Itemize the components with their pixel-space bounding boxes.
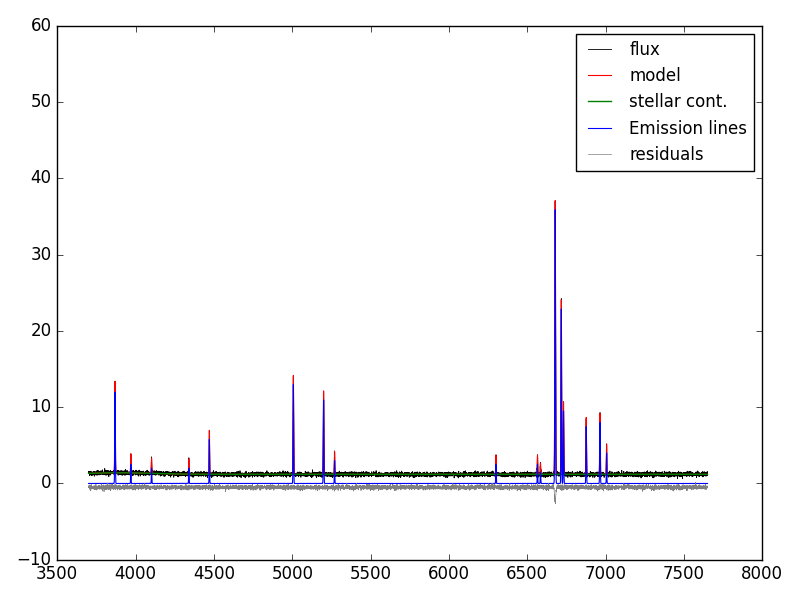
Emission lines [576, 480, 586, 487]
flux [450, 470, 459, 478]
Emission lines [308, 480, 318, 487]
stellar cont. [115, 469, 125, 476]
Emission lines [702, 480, 712, 487]
residuals [450, 481, 459, 488]
Line: flux: flux [89, 201, 707, 479]
residuals [702, 483, 712, 490]
model [84, 470, 94, 477]
stellar cont. [115, 469, 125, 476]
stellar cont. [477, 471, 486, 478]
Line: Emission lines: Emission lines [89, 210, 707, 484]
Line: stellar cont.: stellar cont. [89, 473, 707, 475]
model [115, 469, 125, 476]
Emission lines [450, 480, 459, 487]
model [394, 471, 403, 478]
residuals [690, 479, 700, 486]
model [542, 471, 552, 478]
model [550, 197, 560, 204]
residuals [84, 484, 94, 491]
model [702, 471, 712, 478]
Emission lines [115, 480, 125, 487]
stellar cont. [576, 471, 586, 478]
flux [542, 472, 552, 479]
residuals [477, 484, 486, 491]
residuals [576, 484, 586, 491]
residuals [308, 485, 318, 493]
model [450, 471, 460, 478]
flux [702, 469, 712, 476]
model [308, 471, 318, 478]
Emission lines [542, 480, 552, 487]
Legend: flux, model, stellar cont., Emission lines, residuals: flux, model, stellar cont., Emission lin… [576, 34, 754, 170]
residuals [115, 483, 125, 490]
model [477, 471, 486, 478]
stellar cont. [450, 471, 460, 478]
Emission lines [477, 480, 486, 487]
flux [673, 475, 682, 482]
flux [115, 469, 125, 476]
stellar cont. [394, 471, 403, 478]
flux [550, 197, 560, 205]
residuals [550, 500, 560, 508]
flux [84, 469, 94, 476]
flux [308, 473, 318, 481]
flux [477, 470, 486, 478]
Line: model: model [89, 200, 707, 475]
residuals [542, 484, 552, 491]
stellar cont. [542, 471, 552, 478]
Line: residuals: residuals [89, 482, 707, 504]
stellar cont. [84, 470, 94, 477]
Emission lines [84, 480, 94, 487]
stellar cont. [308, 471, 318, 478]
flux [576, 473, 586, 480]
Emission lines [550, 206, 560, 214]
model [576, 471, 586, 478]
stellar cont. [702, 471, 712, 478]
